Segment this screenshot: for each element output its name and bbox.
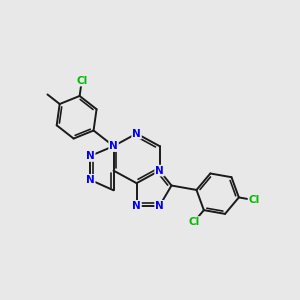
Text: N: N [86,151,95,161]
Text: N: N [155,166,164,176]
Text: Cl: Cl [248,195,260,205]
Text: Cl: Cl [76,76,87,85]
Text: N: N [86,175,95,185]
Text: Cl: Cl [188,217,200,227]
Text: N: N [155,201,164,211]
Text: N: N [132,201,141,211]
Text: N: N [132,129,141,139]
Text: N: N [109,141,118,151]
